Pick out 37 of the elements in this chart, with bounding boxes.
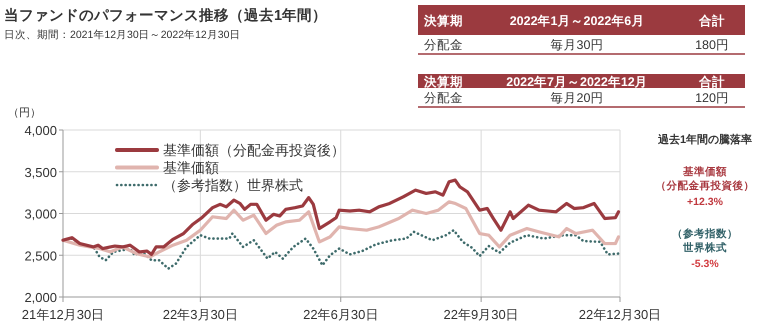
y-axis-title: （円） [8, 107, 41, 119]
text: 分配金 [424, 91, 463, 105]
text: +12.3% [687, 196, 724, 208]
text: 毎月30円 [550, 38, 604, 52]
line-series [61, 200, 620, 259]
text: 合計 [698, 74, 725, 89]
y-tick-label: 3,000 [24, 206, 57, 222]
x-tick-label: 21年12月30日 [22, 307, 104, 322]
x-tick-label: 22年3月30日 [162, 307, 238, 322]
x-tick-label: 22年12月30日 [578, 307, 662, 322]
text: 決算期 [423, 14, 463, 28]
y-tick-label: 3,500 [24, 164, 57, 180]
text: （参考指数） [672, 227, 738, 240]
line-series [61, 178, 620, 256]
x-tick-label: 22年9月30日 [444, 307, 519, 322]
legend-label: 基準価額（分配金再投資後） [163, 142, 345, 158]
text: 分配金 [424, 38, 463, 52]
text: 基準価額 [682, 165, 727, 178]
text: 2022年1月～2022年6月 [510, 14, 644, 28]
text: 決算期 [423, 75, 463, 89]
text: 180円 [695, 38, 729, 52]
text: 毎月20円 [550, 91, 604, 105]
text: -5.3% [691, 258, 720, 270]
chart-title: 当ファンドのパフォーマンス推移（過去1年間） [4, 7, 328, 24]
legend-label: 基準価額 [163, 160, 219, 176]
text: 120円 [695, 91, 729, 105]
text: 世界株式 [682, 241, 727, 254]
text: 過去1年間の騰落率 [656, 133, 752, 146]
y-tick-label: 2,000 [24, 290, 57, 305]
text: 2022年7月～2022年12月 [506, 75, 648, 89]
text: （分配金再投資後） [656, 179, 754, 192]
legend-label: （参考指数）世界株式 [163, 177, 303, 193]
y-tick-label: 2,500 [24, 248, 57, 264]
chart-subtitle: 日次、期間：2021年12月30日～2022年12月30日 [4, 29, 240, 41]
x-tick-label: 22年6月30日 [303, 307, 378, 322]
y-tick-label: 4,000 [24, 123, 57, 138]
text: 合計 [698, 13, 725, 28]
